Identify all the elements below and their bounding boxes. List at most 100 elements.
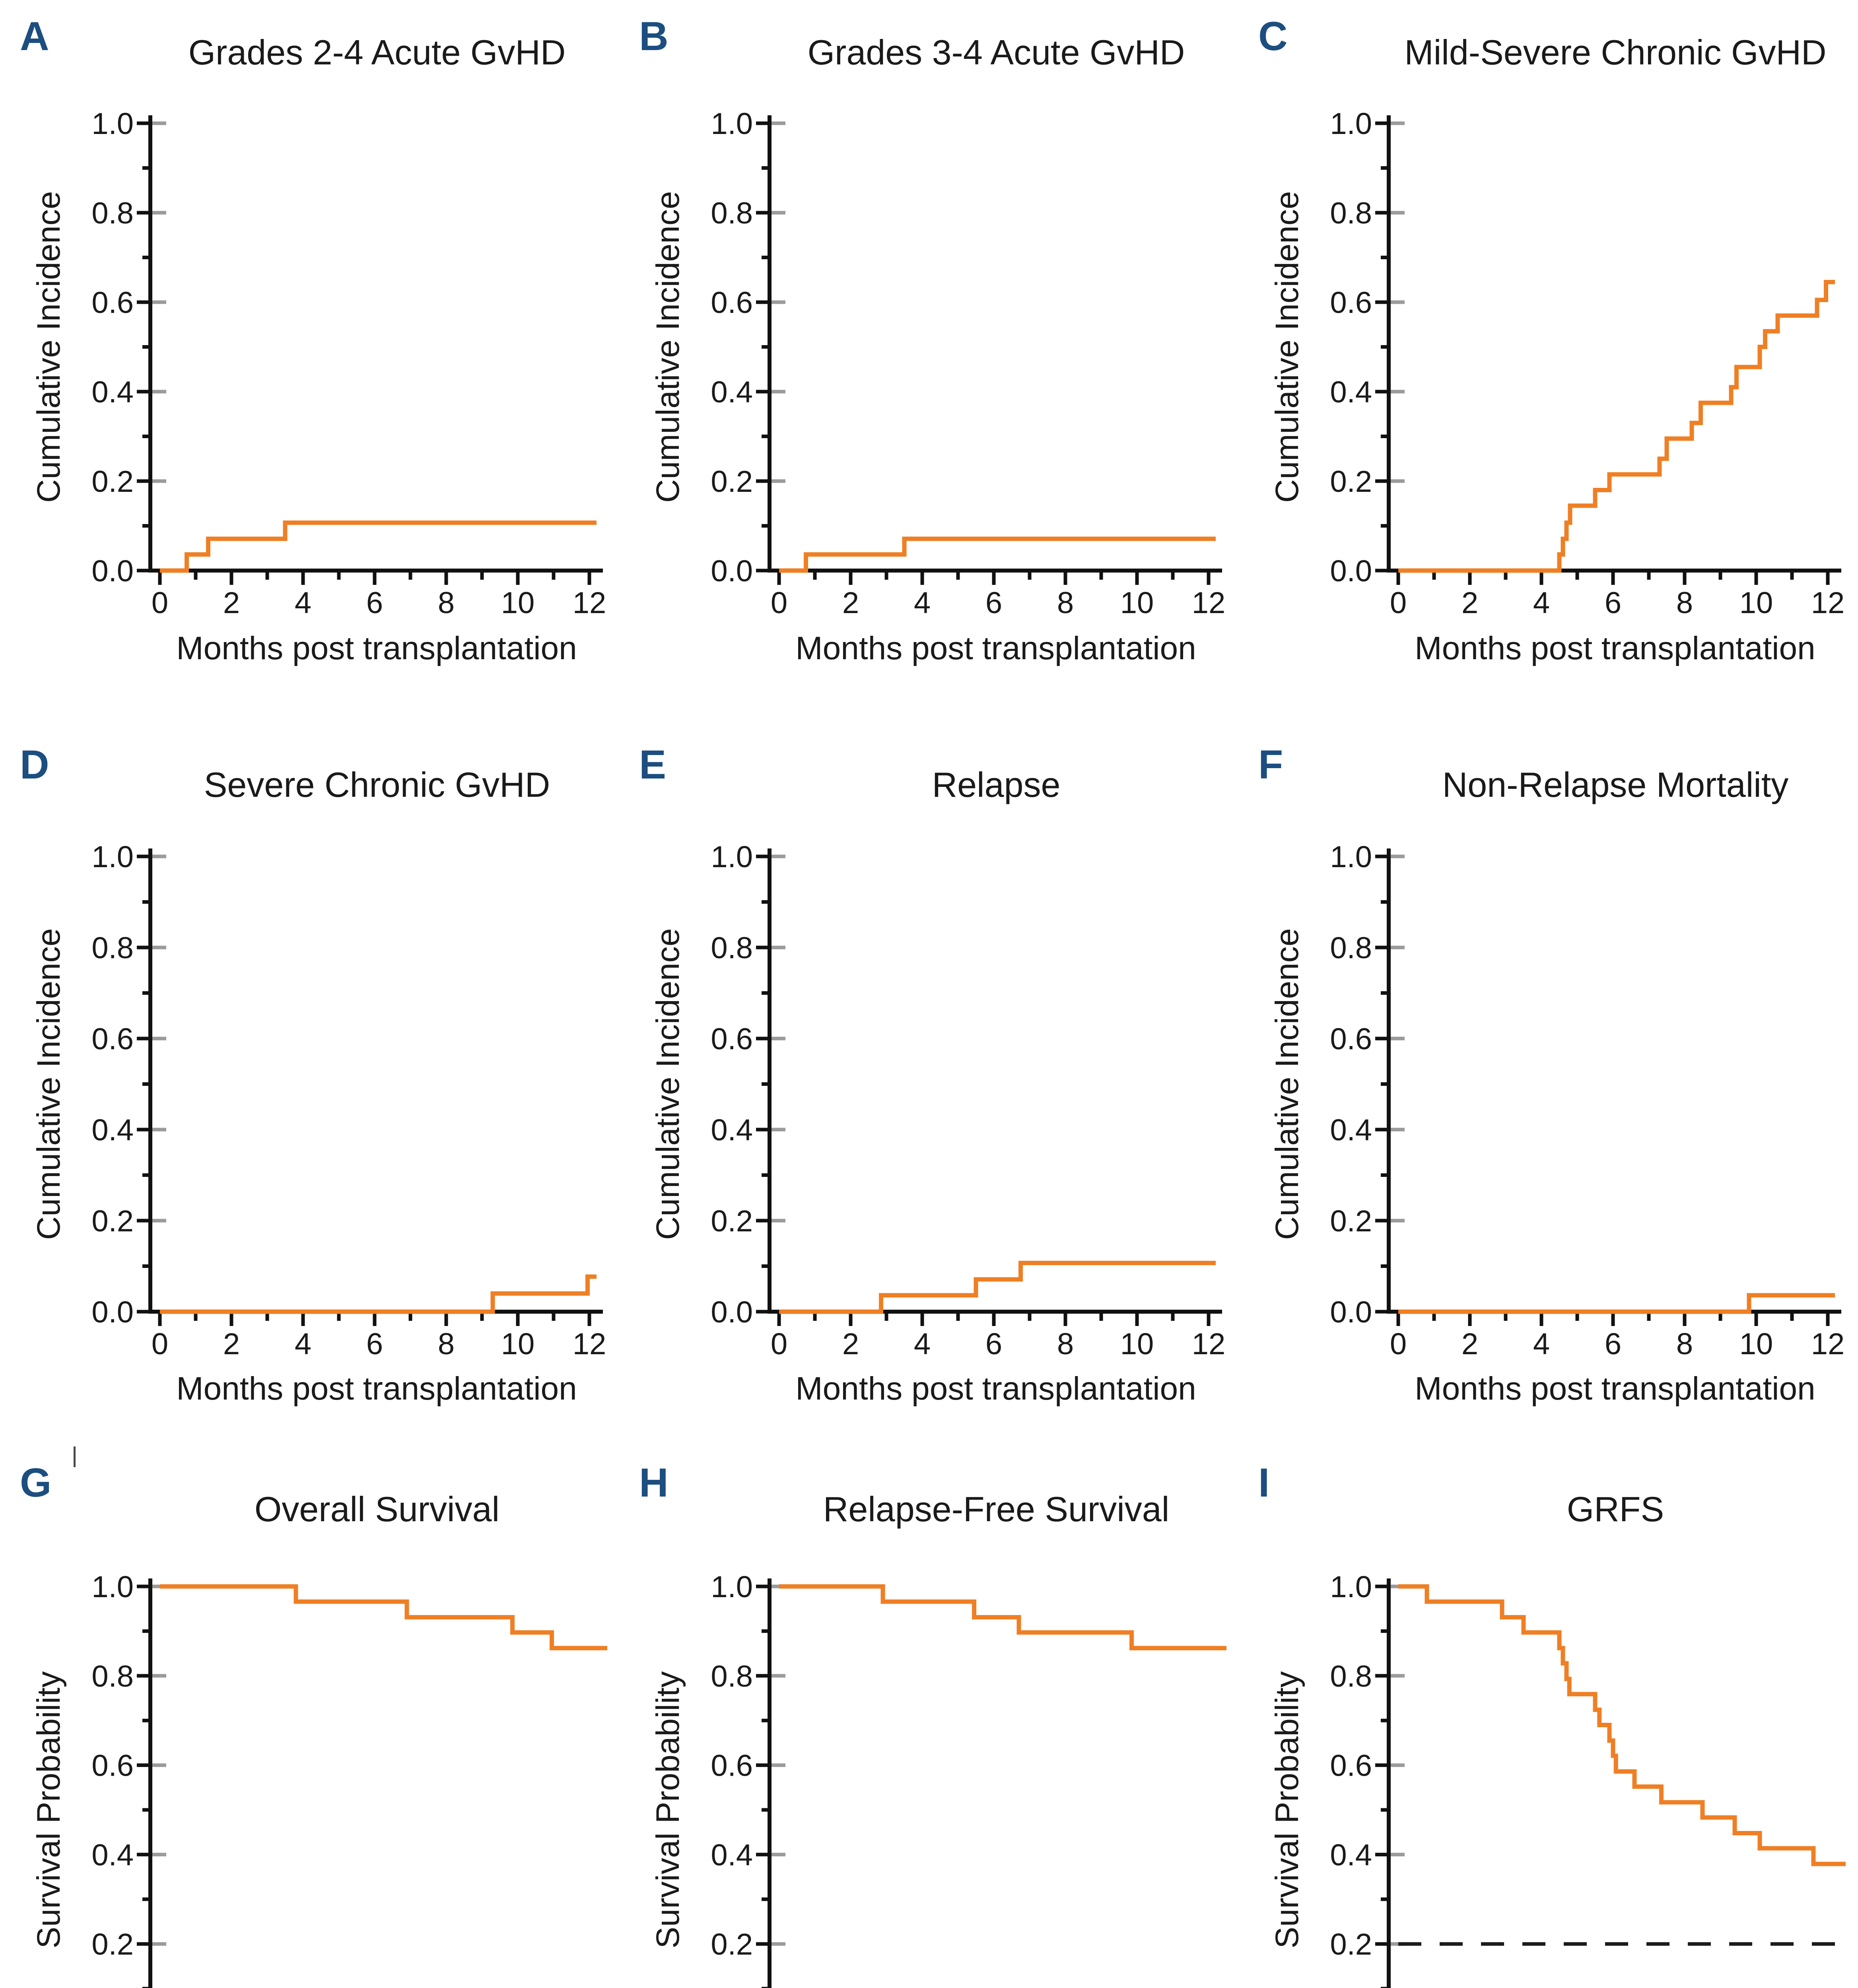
y-tick-label: 0.0 xyxy=(1330,554,1372,588)
y-tick-label: 0.2 xyxy=(91,1204,134,1238)
y-tick-label: 0.0 xyxy=(91,1295,134,1329)
panel-title-a: Grades 2-4 Acute GvHD xyxy=(188,33,566,72)
chart-b: 0.0 0.2 0.4 0.6 0.8 1.0 0 2 4 6 8 10 12 Months post t… xyxy=(650,107,1226,666)
y-tick-label: 1.0 xyxy=(1330,1570,1372,1604)
y-tick-label: 1.0 xyxy=(91,1570,134,1604)
panel-letter-f: F xyxy=(1258,742,1283,787)
panel-letter-h: H xyxy=(639,1460,669,1505)
x-tick-label: 12 xyxy=(1811,1327,1845,1361)
y-tick-label: 0.6 xyxy=(91,286,134,320)
x-tick-label: 4 xyxy=(1533,586,1550,620)
y-tick-label: 0.8 xyxy=(1330,196,1372,230)
panel-title-d: Severe Chronic GvHD xyxy=(204,765,550,804)
stray-mark xyxy=(74,1446,76,1467)
x-tick-label: 4 xyxy=(295,1327,311,1361)
y-tick-label: 1.0 xyxy=(711,1570,753,1604)
x-tick-label: 8 xyxy=(1057,1327,1074,1361)
y-tick-label: 0.2 xyxy=(1330,465,1372,499)
y-tick-label: 0.4 xyxy=(1330,375,1372,409)
y-tick-label: 0.2 xyxy=(1330,1928,1372,1961)
x-tick-label: 12 xyxy=(573,586,606,620)
y-tick-label: 0.8 xyxy=(91,1660,134,1693)
y-tick-label: 0.2 xyxy=(711,1928,753,1961)
panel-title-c: Mild-Severe Chronic GvHD xyxy=(1404,33,1827,72)
x-tick-label: 6 xyxy=(1605,1327,1621,1361)
y-axis-label: Survival Probability xyxy=(650,1671,686,1948)
panel-letter-c: C xyxy=(1258,14,1288,59)
y-axis-label: Survival Probability xyxy=(31,1671,67,1948)
y-tick-label: 0.0 xyxy=(711,1295,753,1329)
panel-e: E Relapse 0.0 0.2 0.4 0.6 0.8 1.0 0 2 4 6 8 10 12 Mon… xyxy=(619,708,1238,1423)
survival-curve xyxy=(1398,280,1835,573)
panel-letter-e: E xyxy=(639,742,667,787)
y-tick-label: 0.4 xyxy=(711,1838,753,1872)
y-tick-label: 1.0 xyxy=(1330,840,1372,874)
x-tick-label: 2 xyxy=(223,586,240,620)
x-tick-label: 0 xyxy=(1390,586,1407,620)
panel-i: I GRFS 0.00.20.40.60.81.0024681012Months… xyxy=(1238,1423,1858,1988)
survival-curve xyxy=(779,1584,1226,1650)
chart-f: 0.0 0.2 0.4 0.6 0.8 1.0 0 2 4 6 8 10 12 Months post t… xyxy=(1269,840,1845,1407)
x-axis-label: Months post transplantation xyxy=(1415,630,1815,666)
survival-curve xyxy=(160,520,597,573)
y-tick-label: 0.0 xyxy=(711,554,753,588)
x-tick-label: 6 xyxy=(1605,586,1621,620)
panel-letter-b: B xyxy=(639,14,669,59)
y-tick-label: 0.0 xyxy=(91,554,134,588)
x-tick-label: 2 xyxy=(842,586,859,620)
y-tick-label: 0.2 xyxy=(1330,1204,1372,1238)
x-tick-label: 12 xyxy=(1192,586,1226,620)
panel-b: B Grades 3-4 Acute GvHD 0.0 0.2 0.4 0.6 0.8 1… xyxy=(619,0,1238,708)
y-tick-label: 0.8 xyxy=(711,1660,753,1693)
panel-title-g: Overall Survival xyxy=(254,1489,500,1529)
survival-curve xyxy=(160,1584,607,1650)
survival-curve xyxy=(779,536,1216,573)
x-tick-label: 8 xyxy=(438,1327,455,1361)
chart-a: 0.0 0.2 0.4 0.6 0.8 1.0 0 2 4 6 8 10 12 Months post t… xyxy=(31,107,606,666)
x-axis-label: Months post transplantation xyxy=(176,1371,577,1407)
panel-title-h: Relapse-Free Survival xyxy=(823,1489,1170,1529)
x-tick-label: 4 xyxy=(914,1327,931,1361)
x-tick-label: 8 xyxy=(438,586,455,620)
y-tick-label: 0.8 xyxy=(91,196,134,230)
y-axis-label: Cumulative Incidence xyxy=(650,191,686,503)
y-tick-label: 0.8 xyxy=(1330,931,1372,965)
y-tick-label: 0.2 xyxy=(711,465,753,499)
panel-letter-d: D xyxy=(20,742,49,787)
y-tick-label: 0.4 xyxy=(91,1838,134,1872)
x-tick-label: 4 xyxy=(1533,1327,1550,1361)
x-tick-label: 6 xyxy=(366,1327,383,1361)
y-tick-label: 0.6 xyxy=(1330,1022,1372,1056)
y-axis-label: Cumulative Incidence xyxy=(650,928,686,1240)
y-tick-label: 0.8 xyxy=(1330,1660,1372,1693)
x-tick-label: 0 xyxy=(1390,1327,1407,1361)
x-axis-label: Months post transplantation xyxy=(176,630,577,666)
y-axis-label: Cumulative Incidence xyxy=(31,928,67,1240)
survival-curve xyxy=(160,1274,597,1314)
x-tick-label: 6 xyxy=(366,586,383,620)
panel-title-i: GRFS xyxy=(1566,1489,1664,1529)
chart-d: 0.0 0.2 0.4 0.6 0.8 1.0 0 2 4 6 8 10 12 Months post t… xyxy=(31,840,606,1407)
chart-e: 0.0 0.2 0.4 0.6 0.8 1.0 0 2 4 6 8 10 12 Months post t… xyxy=(650,840,1225,1407)
y-tick-label: 0.4 xyxy=(1330,1113,1372,1147)
y-tick-label: 0.8 xyxy=(711,196,753,230)
x-tick-label: 12 xyxy=(573,1327,606,1361)
y-axis-label: Survival Probability xyxy=(1269,1671,1305,1948)
x-axis-label: Months post transplantation xyxy=(795,1371,1196,1407)
y-tick-label: 1.0 xyxy=(91,840,134,874)
x-tick-label: 8 xyxy=(1057,586,1074,620)
y-tick-label: 0.6 xyxy=(711,1749,753,1783)
y-tick-label: 0.6 xyxy=(711,1022,753,1056)
x-axis-label: Months post transplantation xyxy=(795,630,1196,666)
panel-letter-a: A xyxy=(20,14,49,59)
x-axis-label: Months post transplantation xyxy=(1415,1371,1815,1407)
x-tick-label: 8 xyxy=(1676,586,1693,620)
panel-h: H Relapse-Free Survival 0.00.20.40.60.81… xyxy=(619,1423,1238,1988)
x-tick-label: 10 xyxy=(501,1327,535,1361)
x-tick-label: 0 xyxy=(771,586,787,620)
y-tick-label: 0.4 xyxy=(1330,1838,1372,1872)
y-axis-label: Cumulative Incidence xyxy=(1269,191,1305,503)
y-tick-label: 0.8 xyxy=(711,931,753,965)
